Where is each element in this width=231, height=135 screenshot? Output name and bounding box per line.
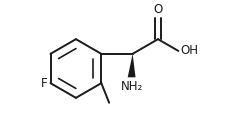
Text: NH₂: NH₂: [120, 80, 142, 93]
Polygon shape: [127, 54, 135, 77]
Text: F: F: [41, 77, 47, 90]
Text: O: O: [153, 3, 162, 16]
Text: OH: OH: [179, 44, 198, 57]
